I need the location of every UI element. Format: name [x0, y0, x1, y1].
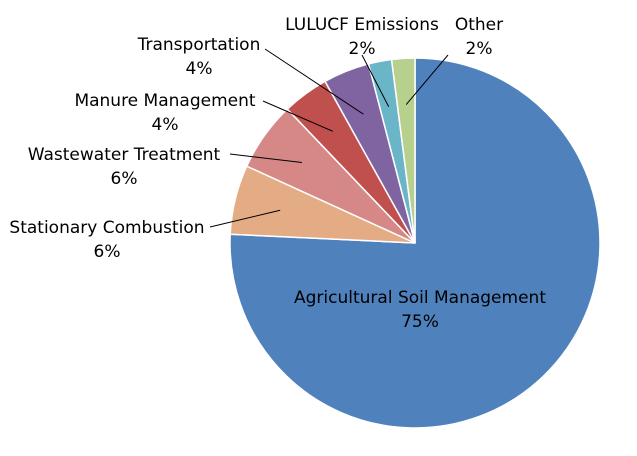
slice-label-percent: 4%: [152, 115, 179, 135]
slice-label-percent: 2%: [466, 39, 493, 59]
slice-label-name: Manure Management: [74, 91, 255, 111]
slice-label-percent: 6%: [111, 169, 138, 189]
slice-label-percent: 2%: [349, 39, 376, 59]
slice-labels: Agricultural Soil Management 75% Stationar…: [9, 15, 546, 332]
leader-line: [229, 153, 303, 164]
leader-line: [361, 54, 390, 107]
leader-line: [209, 209, 281, 228]
slice-label-percent: 4%: [186, 59, 213, 79]
leader-lines: [209, 48, 449, 228]
slice-label-name: Transportation: [137, 35, 261, 55]
slice-label-name: Wastewater Treatment: [28, 145, 221, 165]
pie-slices: [229, 57, 601, 429]
leader-line: [264, 48, 364, 115]
slice-label-name: Agricultural Soil Management: [294, 288, 546, 308]
slice-label-name: LULUCF Emissions: [285, 15, 439, 35]
slice-label-percent: 75%: [401, 312, 439, 332]
pie-slice-agricultural-soil-management: [229, 57, 601, 429]
slice-label-percent: 6%: [94, 242, 121, 262]
leader-line: [262, 100, 333, 132]
slice-label-name: Other: [455, 15, 503, 35]
slice-label-name: Stationary Combustion: [9, 218, 204, 238]
leader-line: [405, 54, 449, 105]
pie-slice-other: [390, 57, 416, 244]
